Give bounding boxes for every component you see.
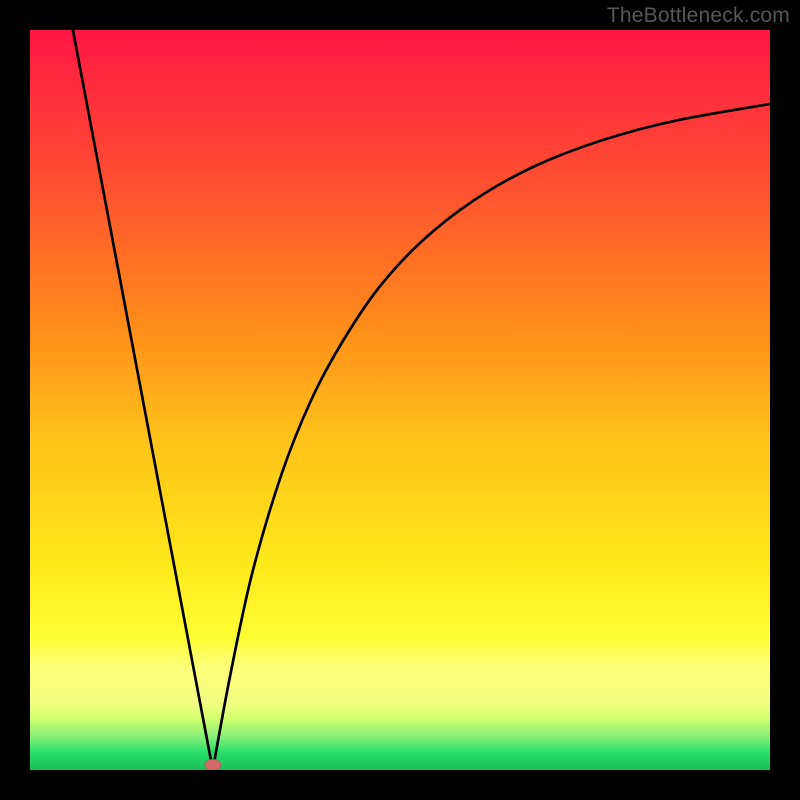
bottleneck-chart xyxy=(30,30,770,770)
chart-frame: TheBottleneck.com xyxy=(0,0,800,800)
min-marker xyxy=(205,759,221,770)
plot-background xyxy=(30,30,770,770)
watermark-text: TheBottleneck.com xyxy=(607,4,790,28)
